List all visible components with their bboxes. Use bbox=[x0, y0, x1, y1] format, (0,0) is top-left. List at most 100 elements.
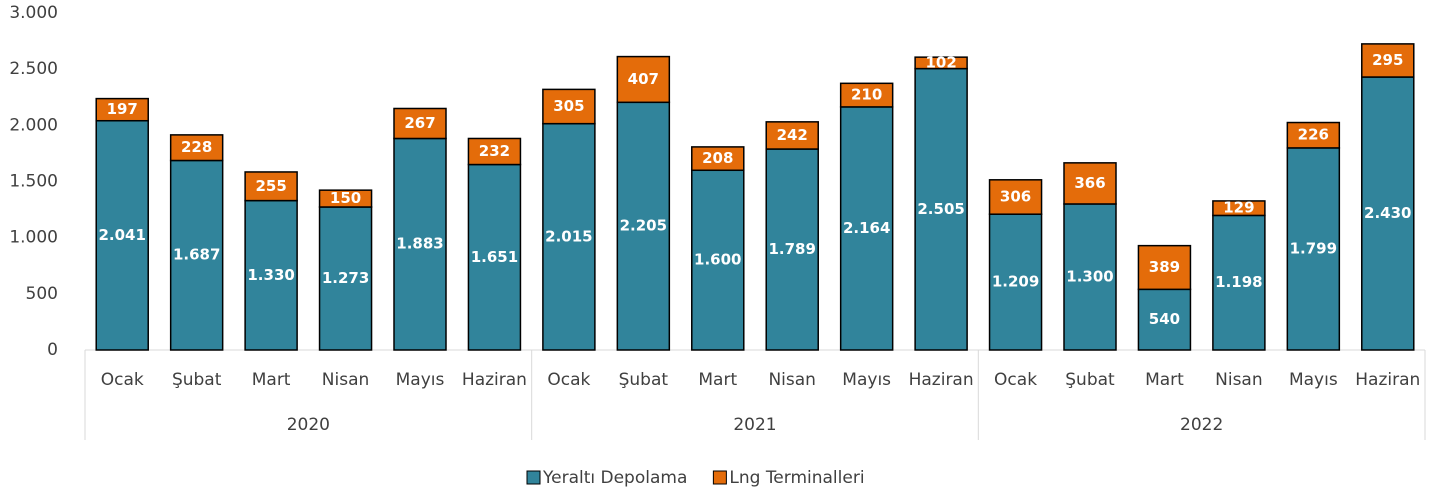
y-tick-label: 500 bbox=[26, 284, 58, 304]
data-label: 242 bbox=[777, 126, 808, 144]
bar-segment bbox=[1361, 76, 1415, 351]
bar-segment bbox=[1063, 162, 1117, 205]
x-tick-label: Şubat bbox=[172, 370, 222, 390]
data-label: 208 bbox=[702, 149, 733, 167]
data-label: 1.651 bbox=[471, 248, 518, 266]
data-label: 1.209 bbox=[992, 273, 1039, 291]
data-label: 2.164 bbox=[843, 219, 890, 237]
legend-label: Lng Terminalleri bbox=[729, 468, 864, 488]
y-tick-label: 2.500 bbox=[9, 59, 58, 79]
bar-segment bbox=[988, 179, 1043, 215]
data-label: 2.505 bbox=[917, 200, 964, 218]
y-tick-label: 0 bbox=[47, 340, 58, 360]
x-tick-label: Nisan bbox=[322, 370, 370, 390]
bar-segment bbox=[765, 121, 819, 150]
bar-segment bbox=[1286, 121, 1341, 149]
data-label: 228 bbox=[181, 138, 212, 156]
data-label: 1.198 bbox=[1215, 273, 1262, 291]
x-tick-label: Ocak bbox=[101, 370, 144, 390]
bar-segment bbox=[839, 82, 894, 108]
bar-segment bbox=[95, 119, 149, 351]
data-label: 1.883 bbox=[396, 235, 443, 253]
bar-segment bbox=[1137, 244, 1192, 291]
bar-segment bbox=[244, 171, 298, 202]
bar-segment bbox=[914, 67, 968, 351]
bar-segment bbox=[467, 163, 522, 351]
bar-segment bbox=[542, 88, 596, 125]
bar-segment bbox=[765, 148, 819, 351]
bar-segment bbox=[393, 107, 447, 140]
data-label: 366 bbox=[1074, 174, 1105, 192]
group-label: 2020 bbox=[287, 415, 330, 435]
x-tick-label: Mayıs bbox=[1289, 370, 1338, 390]
data-label: 305 bbox=[553, 97, 584, 115]
bar-segment bbox=[988, 213, 1043, 351]
data-label: 102 bbox=[925, 53, 956, 71]
x-tick-label: Mayıs bbox=[396, 370, 445, 390]
y-tick-label: 1.000 bbox=[9, 228, 58, 248]
data-label: 1.687 bbox=[173, 246, 220, 264]
data-label: 2.015 bbox=[545, 227, 592, 245]
legend-label: Yeraltı Depolama bbox=[542, 468, 687, 488]
data-label: 1.330 bbox=[247, 266, 294, 284]
data-label: 232 bbox=[479, 142, 510, 160]
data-label: 2.430 bbox=[1364, 204, 1411, 222]
bar-segment bbox=[542, 122, 596, 351]
data-label: 1.799 bbox=[1290, 239, 1337, 257]
bar-segment bbox=[1212, 200, 1266, 217]
data-label: 1.300 bbox=[1066, 267, 1113, 285]
data-label: 1.273 bbox=[322, 269, 369, 287]
bar-segment bbox=[616, 101, 671, 351]
bar-segment bbox=[691, 169, 745, 351]
data-label: 407 bbox=[628, 70, 659, 88]
bar-segment bbox=[1361, 43, 1415, 78]
x-tick-label: Mart bbox=[252, 370, 291, 390]
data-label: 306 bbox=[1000, 188, 1031, 206]
y-tick-label: 1.500 bbox=[9, 172, 58, 192]
data-label: 1.789 bbox=[768, 240, 815, 258]
x-tick-label: Nisan bbox=[768, 370, 816, 390]
bar-segment bbox=[95, 97, 149, 122]
bar-segment bbox=[244, 199, 298, 351]
data-label: 129 bbox=[1223, 199, 1254, 217]
x-tick-label: Şubat bbox=[1065, 370, 1115, 390]
data-label: 389 bbox=[1149, 258, 1180, 276]
data-label: 255 bbox=[255, 177, 286, 195]
data-label: 540 bbox=[1149, 310, 1180, 328]
x-tick-label: Haziran bbox=[462, 370, 527, 390]
data-label: 295 bbox=[1372, 51, 1403, 69]
bar-segment bbox=[1212, 214, 1266, 351]
bar-segment bbox=[914, 56, 968, 70]
group-label: 2022 bbox=[1180, 415, 1223, 435]
bar-segment bbox=[318, 189, 373, 208]
data-label: 197 bbox=[107, 100, 138, 118]
data-label: 150 bbox=[330, 189, 361, 207]
data-label: 226 bbox=[1298, 126, 1329, 144]
bar-segment bbox=[1137, 288, 1192, 351]
group-label: 2021 bbox=[733, 415, 776, 435]
x-tick-label: Şubat bbox=[619, 370, 669, 390]
legend-swatch bbox=[712, 470, 727, 485]
legend-swatch bbox=[526, 470, 541, 485]
bar-segment bbox=[691, 146, 745, 172]
bar-segment bbox=[467, 137, 522, 166]
x-tick-label: Mart bbox=[1145, 370, 1184, 390]
data-label: 2.041 bbox=[98, 226, 145, 244]
data-label: 267 bbox=[404, 114, 435, 132]
x-tick-label: Haziran bbox=[909, 370, 974, 390]
x-tick-label: Mayıs bbox=[842, 370, 891, 390]
bar-segment bbox=[1286, 147, 1341, 351]
data-label: 1.600 bbox=[694, 251, 741, 269]
bar-segment bbox=[169, 159, 224, 351]
y-tick-label: 3.000 bbox=[9, 3, 58, 23]
y-tick-label: 2.000 bbox=[9, 115, 58, 135]
data-label: 210 bbox=[851, 86, 882, 104]
bar-segment bbox=[616, 55, 671, 104]
bar-segment bbox=[169, 134, 224, 162]
x-tick-label: Mart bbox=[698, 370, 737, 390]
bar-segment bbox=[839, 106, 894, 351]
x-tick-label: Ocak bbox=[547, 370, 590, 390]
x-tick-label: Nisan bbox=[1215, 370, 1263, 390]
x-tick-label: Haziran bbox=[1355, 370, 1420, 390]
